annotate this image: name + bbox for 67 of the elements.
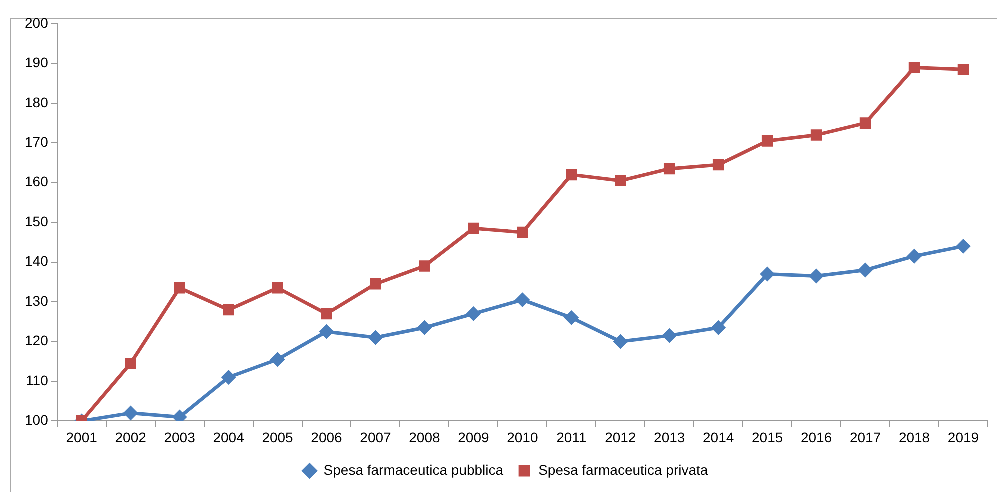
point bbox=[320, 325, 334, 339]
point bbox=[712, 159, 724, 171]
point bbox=[615, 175, 626, 187]
point bbox=[614, 335, 628, 349]
point bbox=[223, 304, 234, 316]
point bbox=[174, 282, 186, 294]
x-tick-label: 2014 bbox=[703, 429, 734, 446]
x-tick-label: 2009 bbox=[458, 429, 490, 446]
point bbox=[516, 293, 530, 307]
y-tick-label: 180 bbox=[25, 94, 49, 110]
y-tick-label: 150 bbox=[25, 213, 49, 230]
point bbox=[125, 358, 136, 370]
x-tick-label: 2004 bbox=[213, 429, 245, 446]
point bbox=[321, 308, 332, 320]
x-tick-label: 2019 bbox=[948, 429, 980, 446]
y-tick-label: 160 bbox=[25, 174, 49, 190]
point bbox=[370, 278, 382, 290]
point bbox=[810, 130, 822, 141]
x-tick-label: 2001 bbox=[66, 429, 98, 446]
point bbox=[858, 264, 872, 278]
legend-label: Spesa farmaceutica privata bbox=[538, 462, 708, 478]
y-tick-label: 120 bbox=[25, 332, 49, 349]
x-tick-label: 2008 bbox=[409, 429, 440, 446]
point bbox=[958, 64, 970, 76]
point bbox=[124, 406, 138, 420]
point bbox=[664, 163, 676, 175]
point bbox=[860, 118, 872, 129]
x-tick-label: 2005 bbox=[262, 429, 294, 446]
y-tick-label: 200 bbox=[25, 14, 49, 31]
y-tick-label: 100 bbox=[25, 412, 49, 428]
point bbox=[368, 331, 382, 345]
x-tick-label: 2003 bbox=[164, 429, 196, 446]
point bbox=[468, 222, 480, 234]
point bbox=[517, 226, 528, 238]
y-tick-label: 110 bbox=[26, 372, 49, 388]
y-tick-label: 130 bbox=[25, 292, 49, 309]
x-tick-label: 2016 bbox=[800, 429, 832, 446]
x-tick-label: 2017 bbox=[850, 429, 882, 446]
y-tick-label: 190 bbox=[25, 54, 49, 71]
y-tick-label: 140 bbox=[25, 253, 49, 270]
point bbox=[566, 169, 578, 181]
point bbox=[418, 321, 432, 335]
point bbox=[908, 250, 922, 264]
x-tick-label: 2018 bbox=[898, 429, 930, 446]
point bbox=[956, 240, 970, 254]
point bbox=[271, 352, 285, 366]
point bbox=[222, 370, 236, 384]
x-tick-label: 2006 bbox=[311, 429, 343, 446]
point bbox=[564, 311, 578, 325]
x-tick-label: 2012 bbox=[605, 429, 636, 446]
point bbox=[662, 329, 676, 343]
point bbox=[419, 260, 430, 272]
x-tick-label: 2013 bbox=[654, 429, 686, 446]
point bbox=[908, 62, 920, 74]
x-tick-label: 2002 bbox=[115, 429, 147, 446]
point bbox=[810, 269, 824, 283]
x-tick-label: 2015 bbox=[752, 429, 784, 446]
point bbox=[272, 282, 284, 294]
x-tick-label: 2011 bbox=[556, 429, 587, 446]
legend-label: Spesa farmaceutica pubblica bbox=[324, 462, 504, 478]
x-tick-label: 2010 bbox=[507, 429, 538, 446]
point bbox=[762, 136, 774, 147]
point bbox=[760, 267, 774, 281]
x-tick-label: 2007 bbox=[360, 429, 392, 446]
y-tick-label: 170 bbox=[25, 134, 49, 150]
point bbox=[712, 321, 726, 335]
point bbox=[466, 307, 480, 321]
